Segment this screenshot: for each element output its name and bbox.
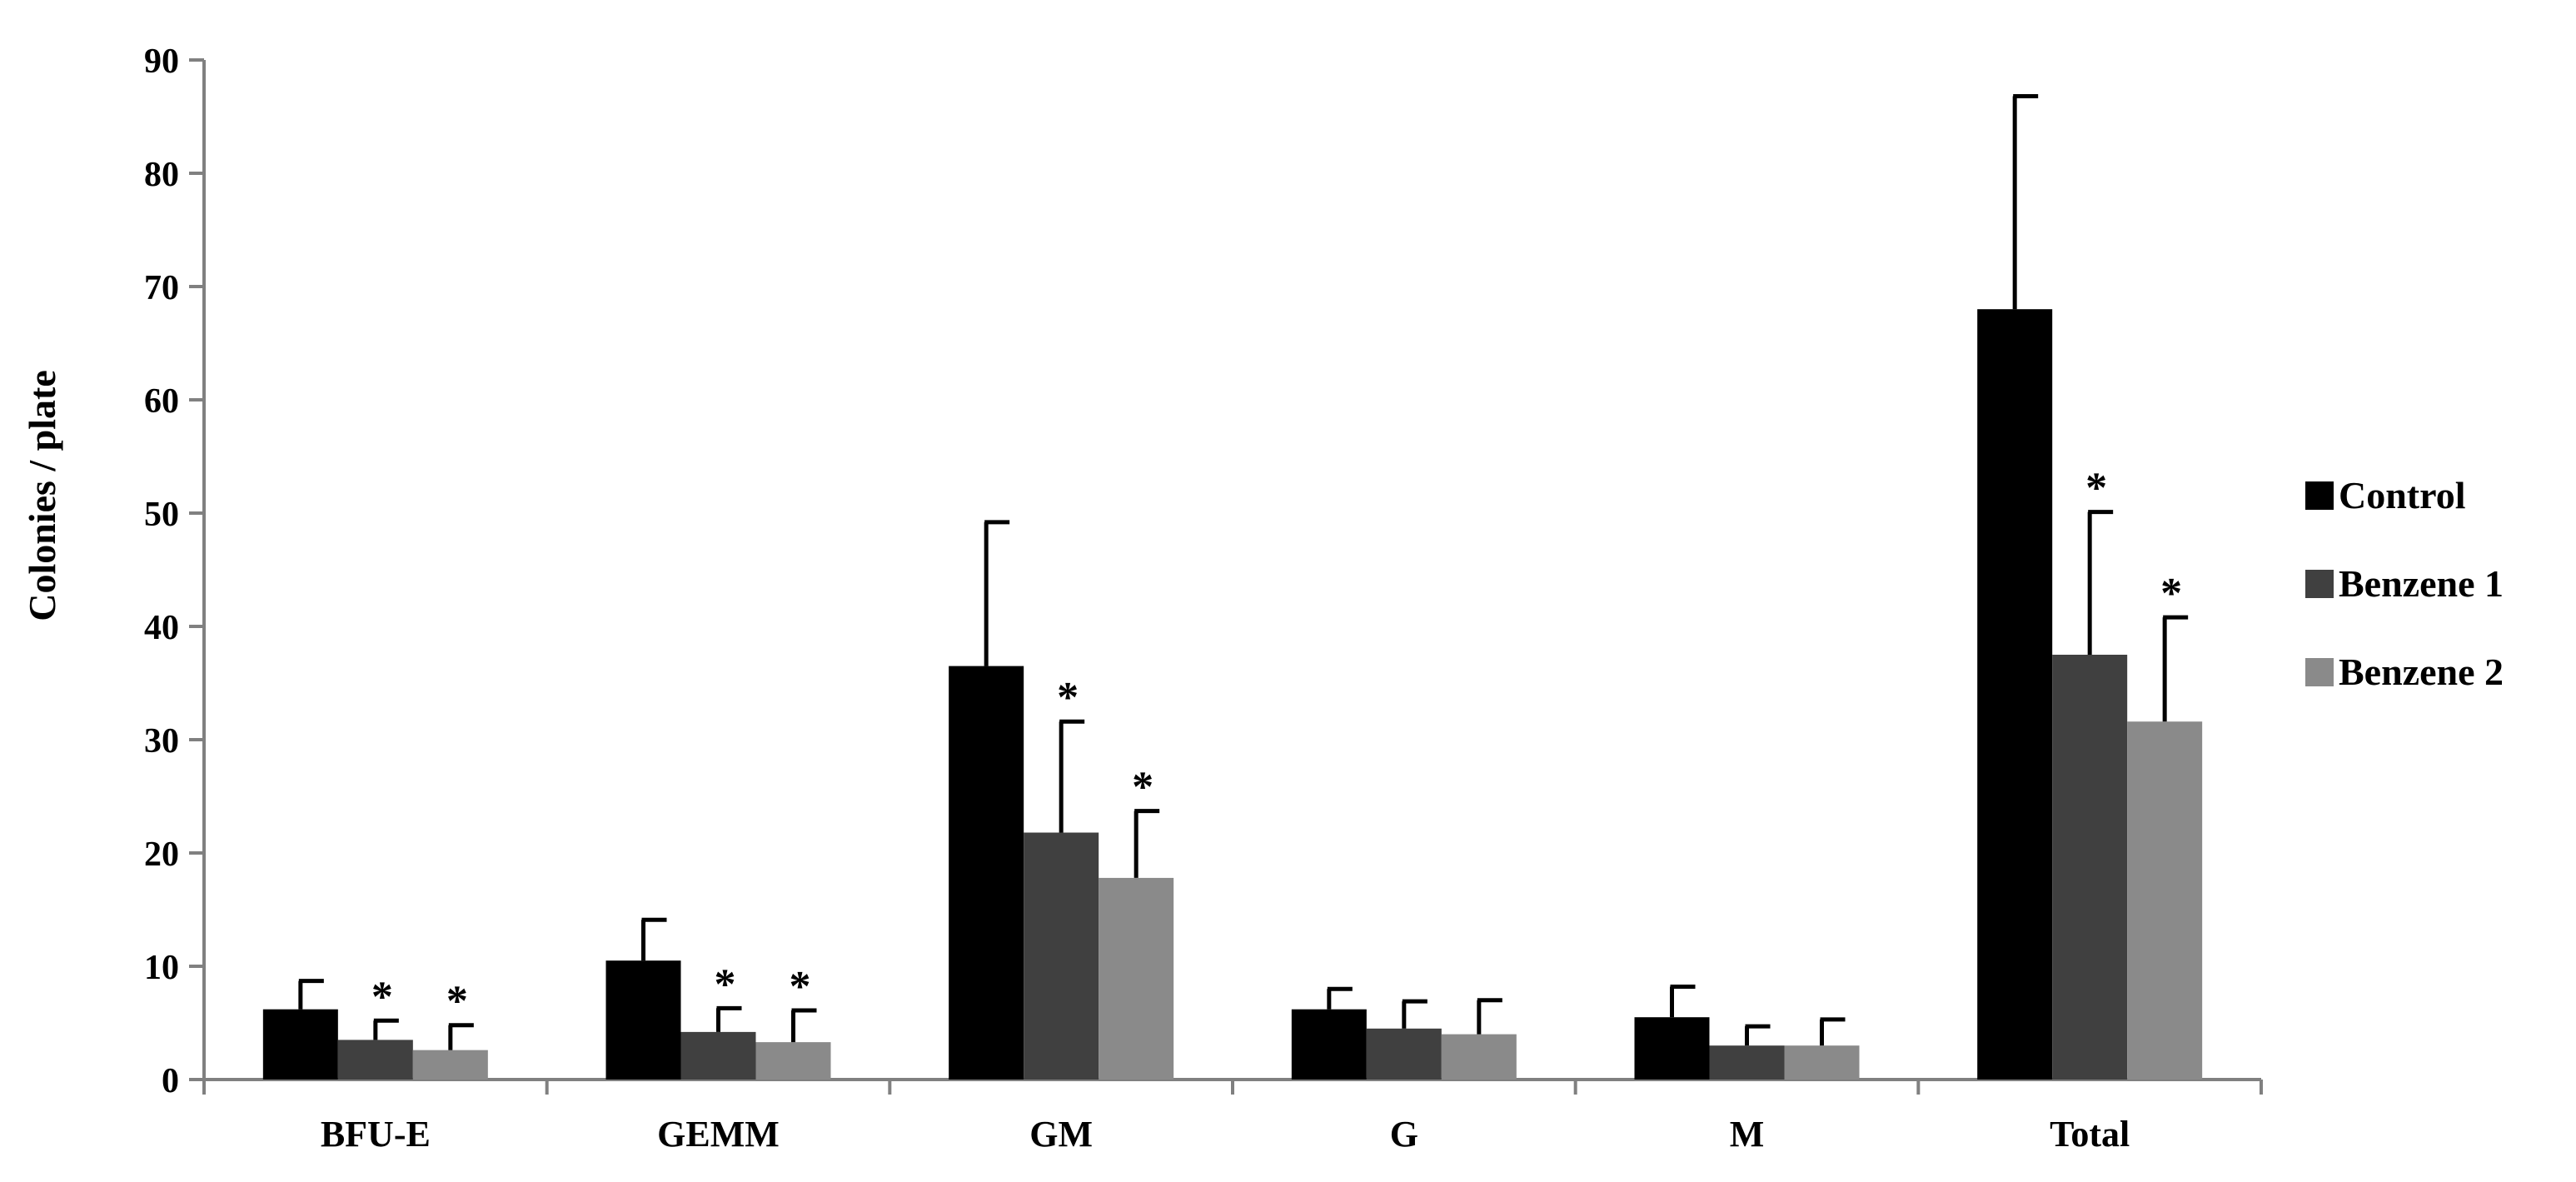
- bar: [262, 1009, 338, 1080]
- bar: [412, 1050, 488, 1080]
- significance-star: *: [715, 960, 736, 1008]
- y-tick-label: 70: [144, 269, 179, 307]
- y-tick-label: 90: [144, 42, 179, 81]
- x-axis: BFU-E GEMM GM G M Total: [202, 1078, 2263, 1155]
- bar: [605, 960, 681, 1080]
- legend-label: Benzene 2: [2339, 651, 2504, 693]
- bar: [1366, 1028, 1442, 1080]
- bar: [755, 1042, 831, 1080]
- x-tick-label: BFU-E: [321, 1114, 431, 1155]
- bar: [1441, 1034, 1517, 1080]
- x-tick-label: M: [1730, 1114, 1765, 1155]
- significance-star: *: [371, 973, 393, 1020]
- bar: [1291, 1009, 1367, 1080]
- y-tick-label: 0: [162, 1062, 179, 1100]
- bar: [1024, 832, 1099, 1080]
- y-tick-label: 20: [144, 835, 179, 874]
- y-tick-label: 40: [144, 609, 179, 647]
- x-tick-label: GEMM: [657, 1114, 780, 1155]
- significance-markers: * * * * * * * *: [371, 465, 2182, 1025]
- significance-star: *: [1132, 764, 1153, 811]
- bar: [680, 1031, 756, 1080]
- bar: [1709, 1045, 1785, 1080]
- bar: [2127, 721, 2203, 1080]
- legend: Control Benzene 1 Benzene 2: [2305, 474, 2504, 693]
- significance-star: *: [1057, 674, 1079, 721]
- bar: [337, 1040, 413, 1080]
- y-axis: 0 10 20 30 40 50 60 70 80 90: [144, 42, 206, 1100]
- bar: [1099, 877, 1174, 1080]
- error-bars: [298, 94, 2189, 1050]
- significance-star: *: [2160, 570, 2182, 617]
- bar: [2052, 655, 2128, 1080]
- y-tick-label: 50: [144, 496, 179, 534]
- legend-label: Control: [2339, 474, 2466, 516]
- y-tick-label: 10: [144, 949, 179, 987]
- significance-star: *: [790, 963, 811, 1010]
- legend-swatch: [2305, 658, 2334, 686]
- bar: [949, 666, 1024, 1080]
- y-tick-label: 80: [144, 156, 179, 194]
- y-tick-label: 60: [144, 382, 179, 421]
- bars: [262, 309, 2203, 1080]
- bar: [1634, 1017, 1710, 1080]
- legend-label: Benzene 1: [2339, 562, 2504, 605]
- significance-star: *: [2085, 465, 2107, 512]
- significance-star: *: [446, 978, 468, 1025]
- x-tick-label: G: [1390, 1114, 1418, 1155]
- bar: [1784, 1045, 1860, 1080]
- legend-swatch: [2305, 570, 2334, 598]
- y-axis-label: Colonies / plate: [21, 370, 63, 621]
- bar: [1977, 309, 2053, 1080]
- y-tick-label: 30: [144, 722, 179, 761]
- x-tick-label: Total: [2050, 1114, 2130, 1155]
- legend-swatch: [2305, 481, 2334, 510]
- x-tick-label: GM: [1029, 1114, 1093, 1155]
